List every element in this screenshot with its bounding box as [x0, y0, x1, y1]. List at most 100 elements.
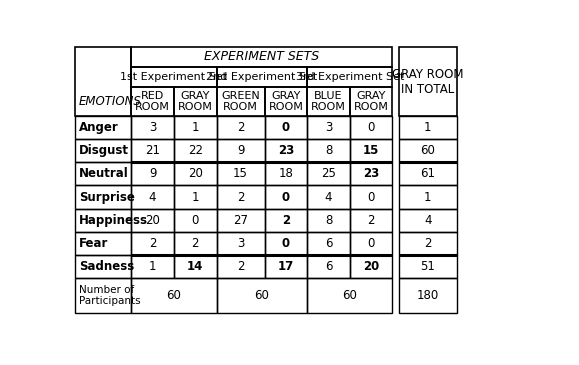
Text: 0: 0 [192, 214, 199, 227]
Bar [307, 116, 350, 139]
Text: 61: 61 [420, 168, 435, 180]
Text: 2: 2 [237, 191, 244, 204]
Bar [265, 208, 307, 232]
Text: 1: 1 [424, 121, 431, 134]
Text: 2: 2 [237, 121, 244, 134]
Bar [217, 255, 265, 278]
Bar [399, 162, 457, 185]
Bar [131, 208, 174, 232]
Text: 0: 0 [282, 191, 290, 204]
Text: EMOTIONS: EMOTIONS [79, 95, 141, 108]
Bar [174, 185, 217, 208]
Text: 6: 6 [325, 260, 332, 273]
Bar [174, 208, 217, 232]
Bar [75, 47, 131, 116]
Bar [307, 87, 350, 116]
Text: GRAY
ROOM: GRAY ROOM [178, 91, 212, 112]
Text: 4: 4 [424, 214, 431, 227]
Bar [307, 67, 393, 87]
Bar [307, 232, 350, 255]
Text: RED
ROOM: RED ROOM [135, 91, 170, 112]
Bar [131, 139, 174, 162]
Bar [131, 185, 174, 208]
Bar [217, 139, 265, 162]
Text: 9: 9 [237, 144, 244, 157]
Bar [307, 139, 350, 162]
Bar [131, 116, 174, 139]
Text: 3: 3 [237, 237, 244, 250]
Bar [217, 162, 265, 185]
Text: GREEN
ROOM: GREEN ROOM [221, 91, 260, 112]
Bar [75, 208, 131, 232]
Text: Sadness: Sadness [79, 260, 134, 273]
Text: 0: 0 [368, 121, 375, 134]
Text: 9: 9 [149, 168, 156, 180]
Text: 1: 1 [149, 260, 156, 273]
Bar [399, 208, 457, 232]
Text: 4: 4 [149, 191, 156, 204]
Bar [307, 162, 350, 185]
Text: 25: 25 [321, 168, 336, 180]
Text: 20: 20 [363, 260, 379, 273]
Bar [265, 139, 307, 162]
Bar [174, 255, 217, 278]
Bar [75, 255, 131, 278]
Bar [265, 162, 307, 185]
Text: GRAY
ROOM: GRAY ROOM [269, 91, 303, 112]
Bar [174, 162, 217, 185]
Text: 20: 20 [188, 168, 203, 180]
Bar [75, 278, 131, 313]
Text: BLUE
ROOM: BLUE ROOM [311, 91, 346, 112]
Bar [307, 255, 350, 278]
Text: 1: 1 [424, 191, 431, 204]
Text: 2: 2 [282, 214, 290, 227]
Bar [399, 139, 457, 162]
Text: 1: 1 [192, 121, 199, 134]
Text: 4: 4 [325, 191, 332, 204]
Text: 20: 20 [145, 214, 160, 227]
Text: 1st Experiment Set: 1st Experiment Set [120, 72, 228, 82]
Bar [399, 185, 457, 208]
Bar [265, 255, 307, 278]
Text: Happiness: Happiness [79, 214, 148, 227]
Bar [307, 185, 350, 208]
Text: 0: 0 [282, 237, 290, 250]
Text: 60: 60 [420, 144, 435, 157]
Text: 22: 22 [188, 144, 203, 157]
Text: 21: 21 [145, 144, 160, 157]
Bar [217, 208, 265, 232]
Bar [75, 116, 131, 139]
Text: 2: 2 [149, 237, 156, 250]
Bar [265, 185, 307, 208]
Text: Surprise: Surprise [79, 191, 135, 204]
Bar [399, 278, 457, 313]
Text: 0: 0 [368, 237, 375, 250]
Text: 0: 0 [282, 121, 290, 134]
Text: 27: 27 [233, 214, 248, 227]
Bar [131, 162, 174, 185]
Text: GRAY ROOM
IN TOTAL: GRAY ROOM IN TOTAL [392, 68, 463, 96]
Bar [265, 232, 307, 255]
Bar [399, 255, 457, 278]
Text: 2: 2 [368, 214, 375, 227]
Text: 0: 0 [368, 191, 375, 204]
Text: 3rd Experiment Set: 3rd Experiment Set [296, 72, 404, 82]
Bar [131, 255, 174, 278]
Text: Neutral: Neutral [79, 168, 129, 180]
Bar [131, 67, 217, 87]
Text: 17: 17 [278, 260, 294, 273]
Bar [131, 47, 393, 67]
Bar [174, 87, 217, 116]
Text: 60: 60 [342, 289, 357, 302]
Bar [265, 116, 307, 139]
Bar [217, 278, 307, 313]
Text: 8: 8 [325, 144, 332, 157]
Text: 15: 15 [233, 168, 248, 180]
Bar [350, 232, 393, 255]
Bar [75, 139, 131, 162]
Text: 3: 3 [325, 121, 332, 134]
Text: 3: 3 [149, 121, 156, 134]
Text: 2: 2 [192, 237, 199, 250]
Text: 14: 14 [187, 260, 203, 273]
Text: 18: 18 [278, 168, 294, 180]
